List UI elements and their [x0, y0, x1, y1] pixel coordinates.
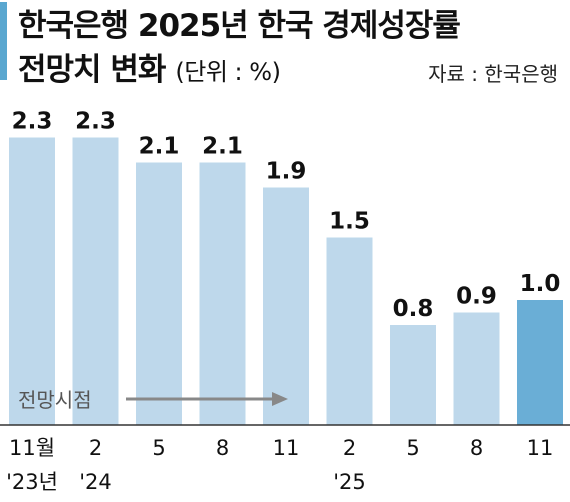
value-label-2: 2.1 — [139, 134, 180, 160]
value-label-4: 1.9 — [266, 159, 307, 185]
bar-7 — [453, 312, 500, 425]
x-tick-label-5: 2 — [343, 436, 356, 460]
x-tick-label-3: 8 — [216, 436, 229, 460]
x-tick-label-0: 11월 — [9, 436, 55, 460]
x-tick-label-8: 11 — [527, 436, 554, 460]
chart-title: 한국은행 2025년 한국 경제성장률 — [18, 8, 461, 44]
annotation-label: 전망시점 — [18, 388, 92, 412]
value-label-7: 0.9 — [456, 284, 497, 310]
bar-4 — [263, 187, 309, 425]
value-label-1: 2.3 — [75, 109, 116, 135]
x-tick-label-4: 11 — [273, 436, 300, 460]
unit-label: (단위 : %) — [175, 58, 281, 86]
chart-subtitle: 전망치 변화 (단위 : %) — [18, 44, 281, 89]
bar-5 — [326, 237, 373, 425]
x-tick-label-7: 8 — [470, 436, 483, 460]
source-label: 자료 : 한국은행 — [428, 62, 558, 86]
x-tick-label-2: 5 — [152, 436, 165, 460]
bar-0 — [9, 137, 55, 425]
value-label-8: 1.0 — [520, 271, 561, 297]
value-label-6: 0.8 — [393, 296, 434, 322]
bar-2 — [136, 162, 182, 425]
annotation-arrow-head — [272, 392, 288, 406]
title-accent-bar — [0, 2, 7, 80]
value-label-0: 2.3 — [12, 109, 53, 135]
value-label-5: 1.5 — [329, 209, 370, 235]
bar-6 — [390, 325, 436, 425]
x-tick-label-1: 2 — [89, 436, 102, 460]
x-year-label-1: '24 — [79, 470, 112, 494]
bar-8 — [517, 300, 563, 425]
x-year-label-0: '23년 — [6, 470, 58, 494]
value-label-3: 2.1 — [202, 134, 243, 160]
chart-subtitle-text: 전망치 변화 — [18, 52, 166, 88]
bar-1 — [72, 137, 119, 425]
x-tick-label-6: 5 — [406, 436, 419, 460]
x-year-label-5: '25 — [333, 470, 366, 494]
bar-3 — [199, 162, 246, 425]
